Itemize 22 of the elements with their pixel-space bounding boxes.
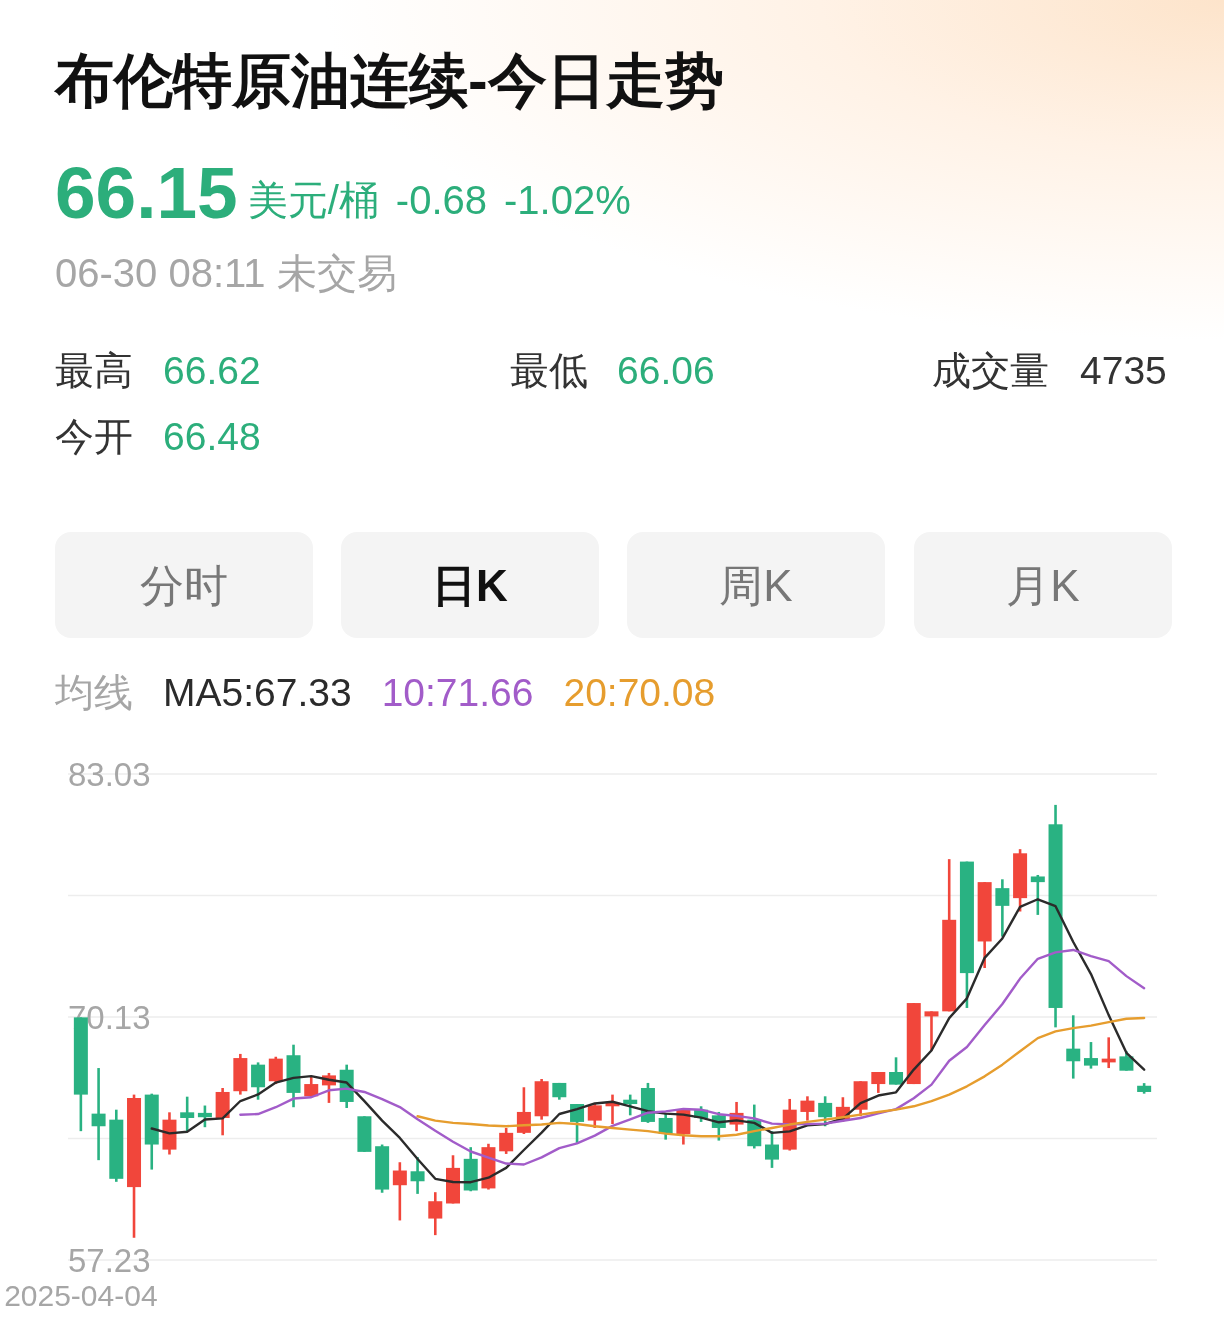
text: 美元/桶 <box>247 178 379 222</box>
x-tick-label: 2025-04-04 <box>4 1279 158 1312</box>
text: 66.06 <box>617 349 715 392</box>
text: 66.48 <box>163 415 261 458</box>
legend: 均线 MA5:67.33 10:71.66 20:70.08 <box>55 671 716 714</box>
text: 4735 <box>1080 349 1167 392</box>
text: -1.02% <box>503 178 631 222</box>
text: 最高 <box>55 349 133 392</box>
text: 成交量 <box>932 349 1049 392</box>
text: 今开 <box>55 415 133 458</box>
text: 日K <box>432 561 509 610</box>
text: 66.62 <box>163 349 261 392</box>
text: -0.68 <box>395 178 487 222</box>
text: 最低 <box>510 349 588 392</box>
text: 分时 <box>140 561 228 610</box>
text: 周K <box>719 561 793 610</box>
y-tick-label: 57.23 <box>68 1242 151 1279</box>
y-tick-label: 83.03 <box>68 756 151 793</box>
text: 66.15 <box>55 152 238 233</box>
text: 06-30 08:11 未交易 <box>55 251 397 295</box>
chart-title: 布伦特原油连续-今日走势 <box>53 48 724 114</box>
text: 月K <box>1006 561 1080 610</box>
